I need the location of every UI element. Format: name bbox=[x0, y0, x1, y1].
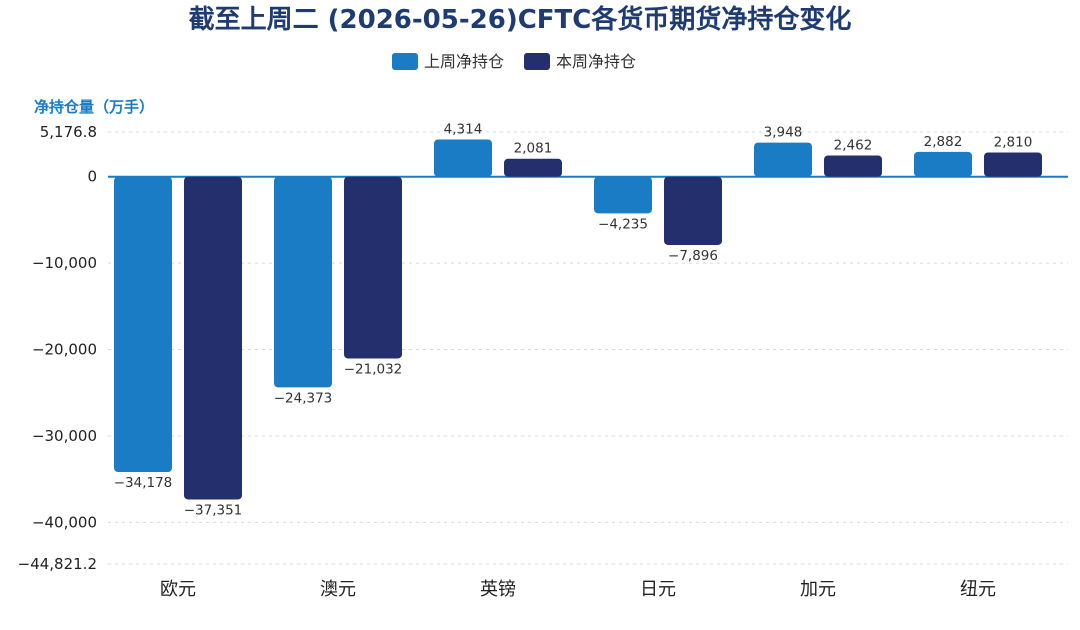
y-tick-label-5: −40,000 bbox=[32, 513, 97, 531]
category-label-0: 欧元 bbox=[160, 579, 196, 600]
legend-label-0: 上周净持仓 bbox=[424, 52, 504, 71]
chart-title: 截至上周二 (2026-05-26)CFTC各货币期货净持仓变化 bbox=[189, 4, 852, 35]
x-axis-categories: 欧元 澳元 英镑 日元 加元 纽元 bbox=[160, 579, 996, 600]
gridlines bbox=[108, 131, 1068, 565]
legend-label-1: 本周净持仓 bbox=[556, 52, 636, 71]
data-labels: −34,178 −37,351 −24,373 −21,032 4,314 2,081 −4… bbox=[114, 121, 1033, 518]
data-label-4-0: 3,948 bbox=[764, 125, 803, 141]
category-label-3: 日元 bbox=[640, 579, 676, 600]
bars bbox=[114, 139, 1042, 500]
data-label-2-0: 4,314 bbox=[444, 121, 483, 137]
y-tick-label-3: −20,000 bbox=[32, 341, 97, 359]
y-tick-label-1: 0 bbox=[87, 168, 97, 186]
category-label-4: 加元 bbox=[800, 579, 836, 600]
y-tick-label-4: −30,000 bbox=[32, 427, 97, 445]
bar-1-1 bbox=[344, 176, 402, 359]
data-label-0-0: −34,178 bbox=[114, 475, 173, 491]
bar-4-0 bbox=[754, 142, 812, 177]
data-label-0-1: −37,351 bbox=[184, 502, 243, 518]
y-tick-label-2: −10,000 bbox=[32, 254, 97, 272]
bar-5-1 bbox=[984, 152, 1042, 177]
bar-0-1 bbox=[184, 176, 242, 500]
data-label-3-1: −7,896 bbox=[668, 248, 718, 264]
bar-3-0 bbox=[594, 176, 652, 214]
data-label-1-1: −21,032 bbox=[344, 361, 403, 377]
bar-5-0 bbox=[914, 151, 972, 177]
data-label-3-0: −4,235 bbox=[598, 216, 648, 232]
data-label-4-1: 2,462 bbox=[834, 137, 873, 153]
bar-3-1 bbox=[664, 176, 722, 245]
legend: 上周净持仓 本周净持仓 bbox=[392, 52, 636, 71]
bar-4-1 bbox=[824, 155, 882, 177]
data-label-1-0: −24,373 bbox=[274, 390, 333, 406]
category-label-2: 英镑 bbox=[480, 579, 516, 600]
legend-swatch-1 bbox=[524, 53, 550, 70]
bar-2-0 bbox=[434, 139, 492, 177]
y-axis-ticks: 5,176.8 0 −10,000 −20,000 −30,000 −40,000 −44,… bbox=[18, 123, 97, 573]
y-tick-label-6: −44,821.2 bbox=[18, 555, 97, 573]
bar-2-1 bbox=[504, 158, 562, 177]
category-label-1: 澳元 bbox=[320, 579, 356, 600]
y-axis-label: 净持仓量（万手） bbox=[34, 98, 154, 116]
legend-swatch-0 bbox=[392, 53, 418, 70]
bar-1-0 bbox=[274, 176, 332, 388]
data-label-5-0: 2,882 bbox=[924, 134, 963, 150]
data-label-2-1: 2,081 bbox=[514, 141, 553, 157]
data-label-5-1: 2,810 bbox=[994, 134, 1033, 150]
category-label-5: 纽元 bbox=[960, 579, 996, 600]
bar-0-0 bbox=[114, 176, 172, 473]
y-tick-label-0: 5,176.8 bbox=[40, 123, 97, 141]
